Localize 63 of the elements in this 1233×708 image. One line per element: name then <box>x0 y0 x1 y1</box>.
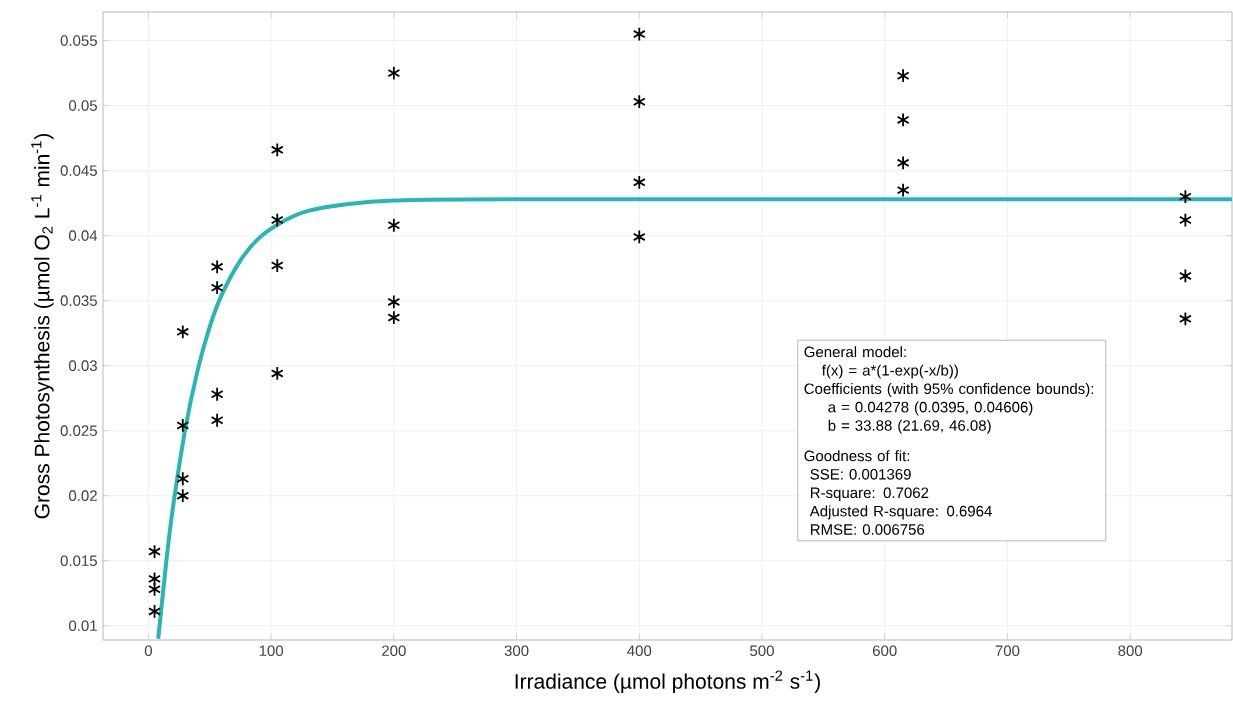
point <box>632 26 646 42</box>
point <box>1178 311 1192 327</box>
point <box>387 294 401 310</box>
point <box>176 488 190 503</box>
point <box>1178 189 1192 204</box>
annotation: f(x) = a*(1-exp(-x/b)) <box>821 364 958 379</box>
point <box>1178 212 1192 228</box>
point <box>270 142 284 158</box>
y-tick-label: 0.05 <box>69 100 97 111</box>
y-tick-label: 0.03 <box>69 360 97 371</box>
y-axis-title: Gross Photosynthesis (µmol O$_{2}$ L$^{-1}$ min$^{-1}$) <box>31 133 54 519</box>
point <box>632 229 646 245</box>
point <box>896 155 910 171</box>
point <box>210 412 224 428</box>
annotation: R-square: 0.7062 <box>810 487 929 501</box>
point <box>896 68 910 84</box>
annotation: SSE: 0.001369 <box>810 469 911 480</box>
x-axis-title: Irradiance (µmol photons m$^{-2}$ s$^{-1}$) <box>515 670 820 693</box>
annotation: General model: <box>804 346 906 358</box>
point <box>387 310 401 325</box>
point <box>1178 268 1192 284</box>
point <box>632 175 646 190</box>
y-tick-label: 0.055 <box>60 35 97 46</box>
x-tick-label: 100 <box>259 645 284 657</box>
point <box>148 581 161 597</box>
point <box>148 544 161 559</box>
x-tick-label: 400 <box>627 645 652 657</box>
annotation: b = 33.88 (21.69, 46.08) <box>828 419 991 434</box>
x-tick-label: 0 <box>144 645 152 657</box>
point <box>387 65 401 81</box>
point <box>176 471 190 487</box>
annotation: Adjusted R-square: 0.6964 <box>809 505 992 520</box>
point <box>896 112 910 128</box>
x-tick-label: 300 <box>504 645 529 657</box>
annotation: Coefficients (with 95% confidence bounds): <box>804 383 1094 397</box>
point <box>270 258 284 273</box>
point <box>896 182 910 198</box>
x-tick-label: 700 <box>995 645 1020 657</box>
point <box>632 94 646 110</box>
x-tick-label: 800 <box>1118 645 1143 657</box>
point <box>210 259 224 275</box>
x-tick-label: 500 <box>750 645 774 657</box>
line-series <box>156 197 1233 640</box>
point <box>270 212 284 228</box>
point <box>148 604 161 619</box>
annotation: a = 0.04278 (0.0395, 0.04606) <box>828 401 1033 416</box>
y-tick-label: 0.035 <box>60 295 97 306</box>
y-tick-label: 0.025 <box>60 425 97 436</box>
point <box>176 324 190 340</box>
annotation: RMSE: 0.006756 <box>810 524 925 535</box>
y-tick-label: 0.02 <box>69 490 97 501</box>
y-tick-label: 0.045 <box>60 165 97 176</box>
point <box>176 418 190 433</box>
x-tick-label: 200 <box>382 645 406 657</box>
y-tick-label: 0.015 <box>60 555 97 567</box>
x-tick-label: 600 <box>872 645 897 657</box>
y-tick-label: 0.01 <box>69 620 97 632</box>
point <box>210 280 224 295</box>
point <box>387 217 401 233</box>
point <box>210 386 224 402</box>
y-tick-label: 0.04 <box>69 230 98 241</box>
point <box>270 366 284 381</box>
annotation: Goodness of fit: <box>804 450 910 462</box>
